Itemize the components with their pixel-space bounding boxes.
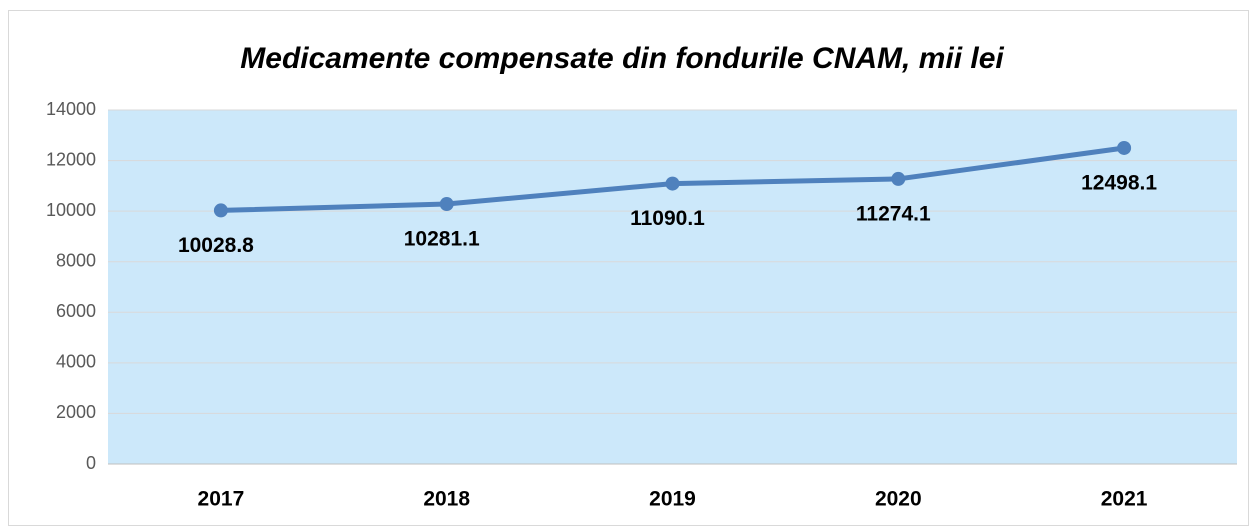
x-tick-label: 2019 — [649, 488, 696, 511]
data-label: 12498.1 — [1081, 172, 1157, 195]
y-tick-label: 0 — [86, 453, 96, 473]
data-label: 10281.1 — [404, 228, 480, 251]
y-tick-label: 10000 — [46, 200, 96, 220]
y-tick-label: 12000 — [46, 149, 96, 169]
data-label: 10028.8 — [178, 234, 254, 257]
y-tick-label: 6000 — [56, 301, 96, 321]
y-tick-label: 8000 — [56, 250, 96, 270]
marker — [1117, 140, 1132, 155]
plot-area — [108, 110, 1237, 464]
marker — [665, 176, 680, 191]
y-tick-label: 2000 — [56, 402, 96, 422]
x-tick-label: 2017 — [198, 488, 245, 511]
x-tick-label: 2021 — [1101, 488, 1148, 511]
y-tick-label: 4000 — [56, 352, 96, 372]
marker — [213, 203, 228, 218]
chart-title: Medicamente compensate din fondurile CNA… — [240, 42, 1004, 75]
y-tick-label: 14000 — [46, 99, 96, 119]
data-label: 11274.1 — [856, 202, 931, 225]
data-label: 11090.1 — [630, 207, 705, 230]
marker — [439, 197, 454, 212]
marker — [891, 171, 906, 186]
x-tick-label: 2020 — [875, 488, 922, 511]
x-tick-label: 2018 — [423, 488, 470, 511]
